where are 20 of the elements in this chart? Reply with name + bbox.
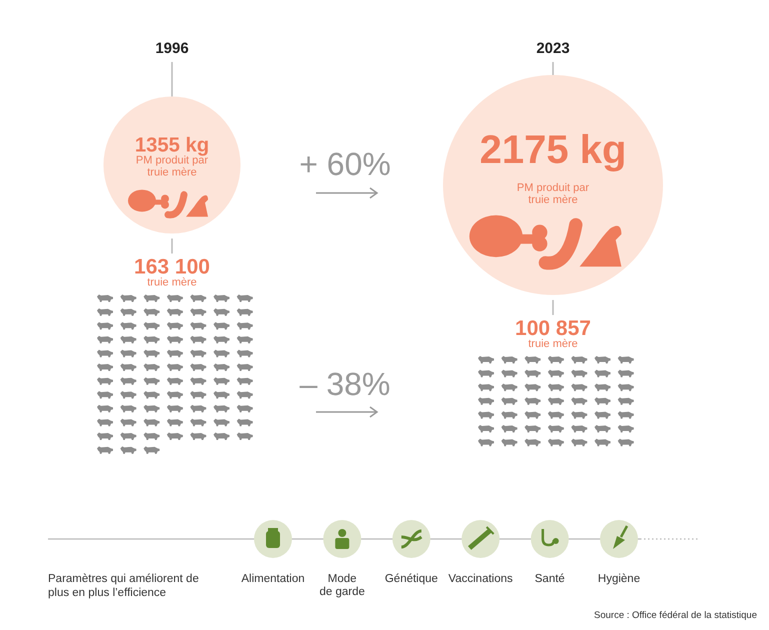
category-label: 1996 xyxy=(155,40,189,57)
text: + 60% xyxy=(299,146,391,182)
legend-label: truie mère xyxy=(147,276,197,289)
text: Vaccinations xyxy=(448,573,514,585)
text: Mode de garde xyxy=(319,573,365,598)
text: Santé xyxy=(534,573,565,585)
data-label: 2175 kg xyxy=(480,128,626,172)
text: Génétique xyxy=(384,573,438,585)
text: PM produit par truie mère xyxy=(516,182,590,206)
data-label: 1355 kg xyxy=(134,134,210,156)
text: – 38% xyxy=(300,366,390,402)
text: Hygiène xyxy=(598,573,640,585)
text: Paramètres qui améliorent de plus en plus l’efficience xyxy=(48,573,199,599)
category-label: 2023 xyxy=(536,40,570,57)
data-label: 163 100 xyxy=(134,256,210,279)
series-label: PM produit par truie mère xyxy=(136,154,208,179)
text: Alimentation xyxy=(241,573,305,585)
text: truie mère xyxy=(528,338,578,350)
data-label: 100 857 xyxy=(515,317,591,340)
source-note: Source : Office fédéral de la statistique xyxy=(594,610,757,621)
